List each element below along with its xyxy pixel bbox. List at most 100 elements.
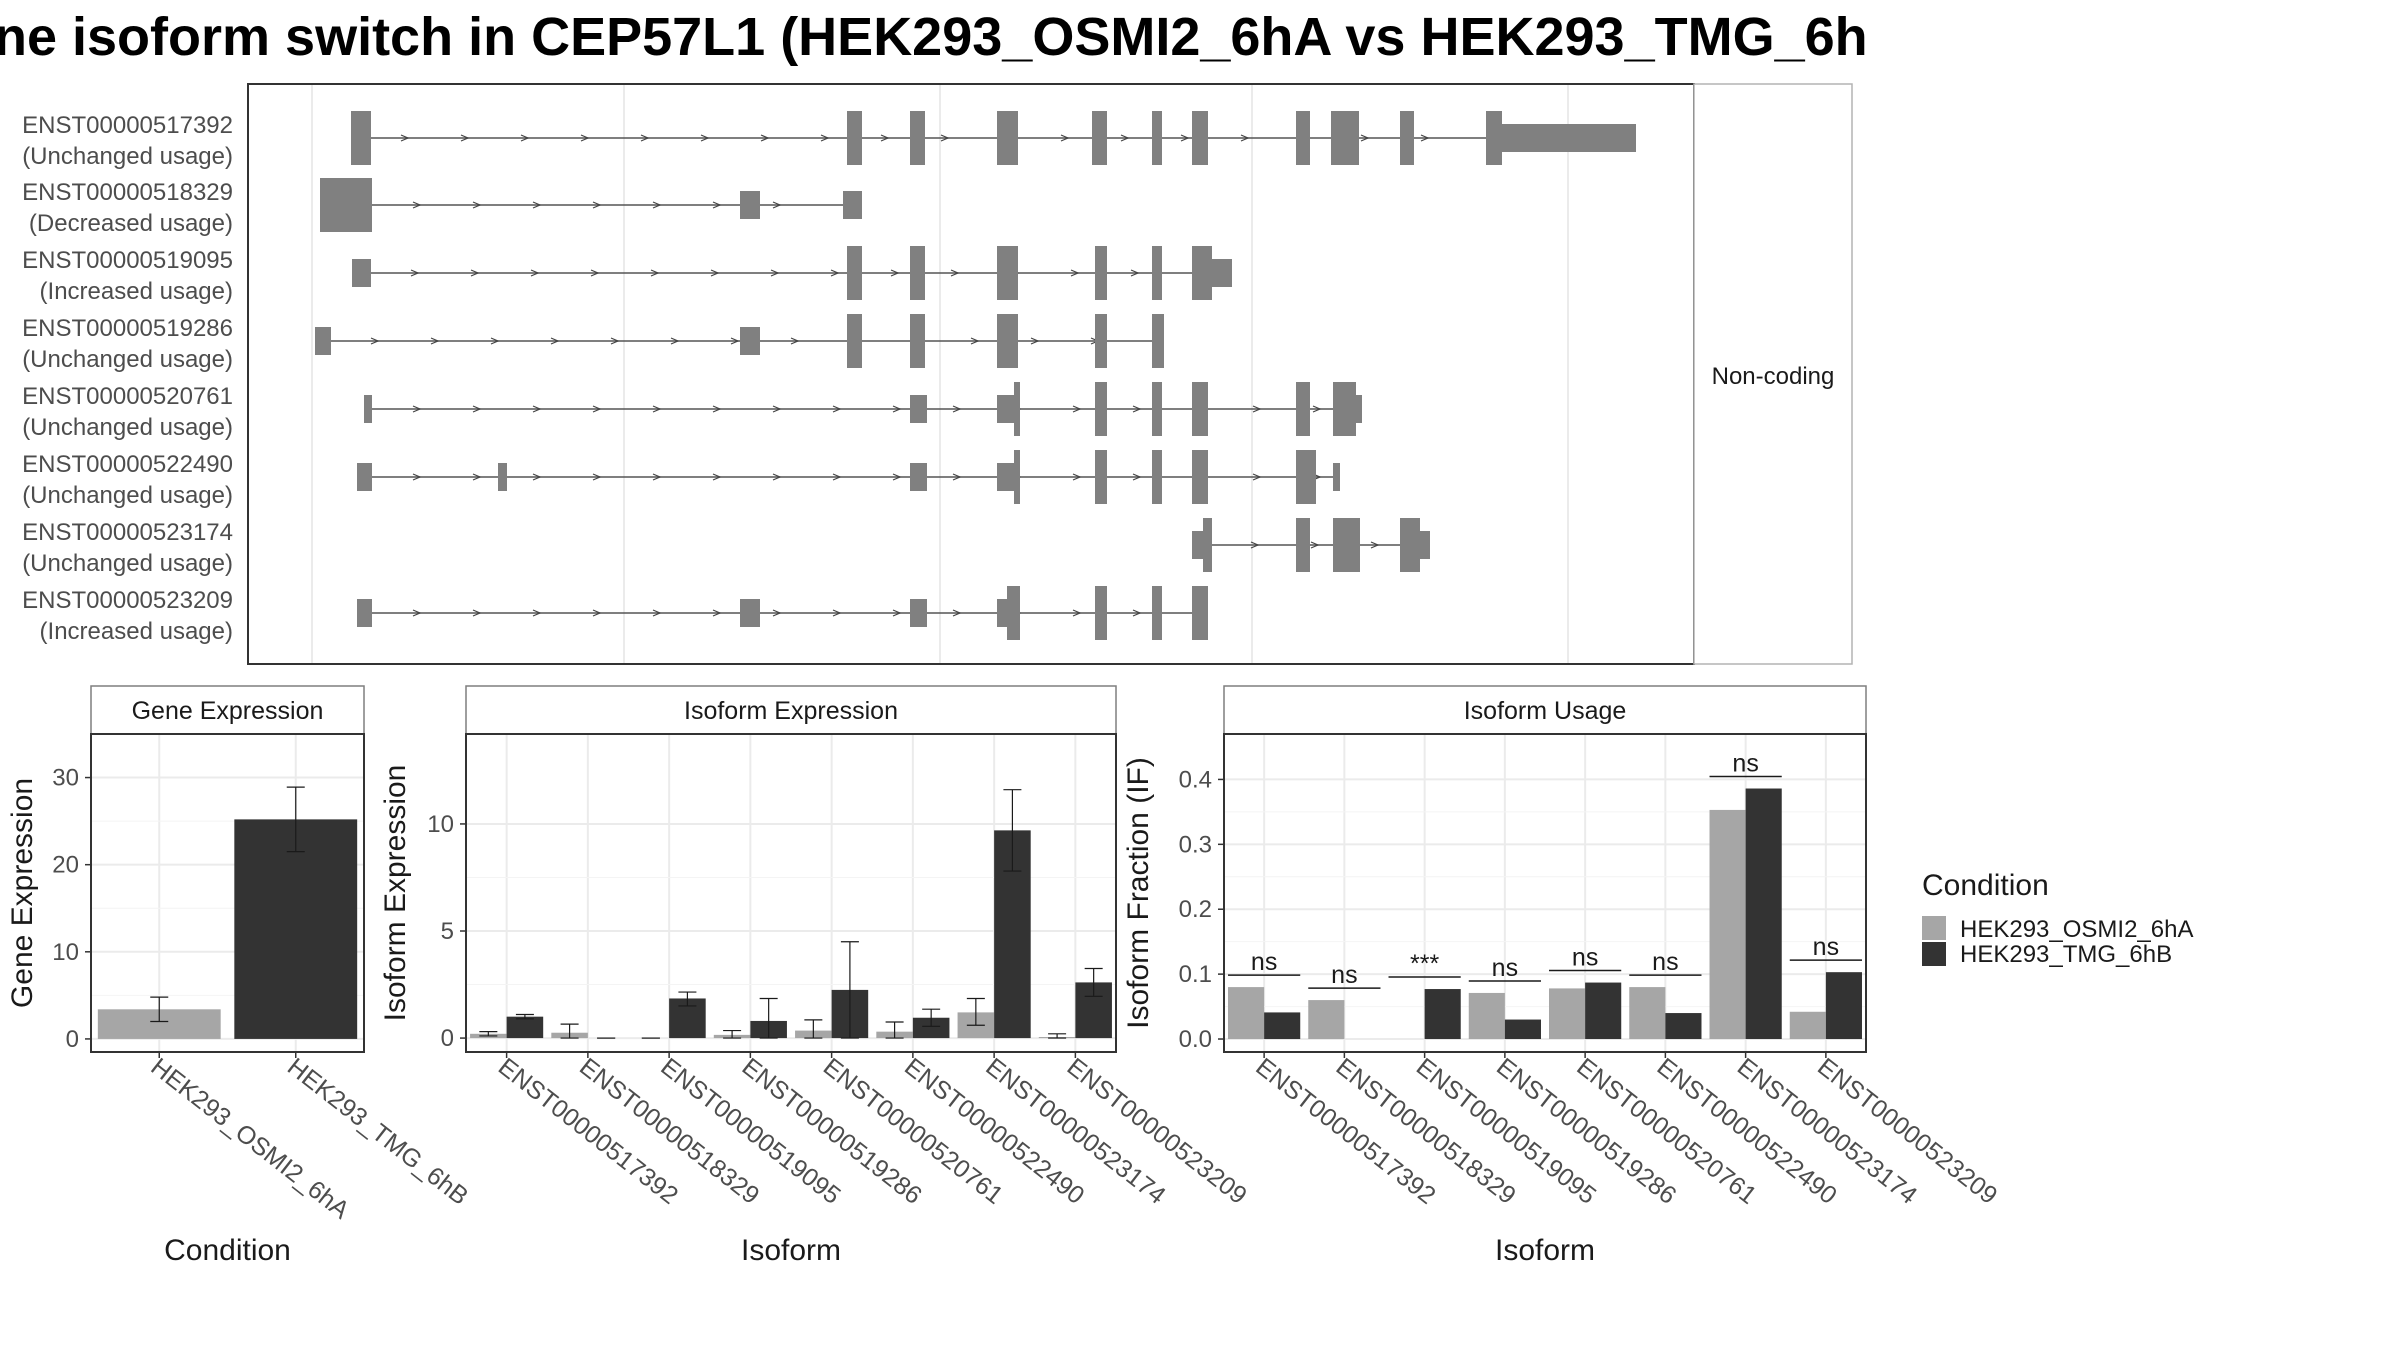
direction-arrow xyxy=(592,473,602,481)
direction-arrow xyxy=(370,337,380,345)
direction-arrow xyxy=(460,134,470,142)
exon-block xyxy=(740,191,760,219)
exon-block xyxy=(997,111,1018,165)
exon-block xyxy=(847,314,862,368)
transcript-track-ENST00000519286 xyxy=(315,314,1164,368)
legend-label-a: HEK293_OSMI2_6hA xyxy=(1960,916,2193,943)
panel-strip xyxy=(90,685,365,735)
exon-block xyxy=(1014,382,1020,436)
transcript-labels: ENST00000517392 (Unchanged usage) ENST0000… xyxy=(22,112,233,645)
bar-HEK293_TMG_6hB-ENST00000522490 xyxy=(1665,1013,1702,1040)
direction-arrow xyxy=(952,405,962,413)
y-axis-title: Isoform Expression xyxy=(379,765,412,1022)
transcript-status-label: (Increased usage) xyxy=(40,278,233,305)
direction-arrow xyxy=(892,473,902,481)
transcript-id-label: ENST00000518329 xyxy=(22,179,233,206)
y-tick-label: 0.3 xyxy=(1179,831,1212,858)
transcript-status-label: (Unchanged usage) xyxy=(22,346,233,373)
exon-block xyxy=(1400,111,1414,165)
bar-HEK293_TMG_6hB-ENST00000517392 xyxy=(506,1016,544,1039)
y-tick-label: 20 xyxy=(52,852,79,879)
direction-arrow xyxy=(592,201,602,209)
y-tick-label: 0 xyxy=(66,1026,79,1053)
exon-block xyxy=(1420,531,1430,559)
direction-arrow xyxy=(710,269,720,277)
direction-arrow xyxy=(532,473,542,481)
direction-arrow xyxy=(832,473,842,481)
direction-arrow xyxy=(1252,405,1262,413)
exon-block xyxy=(740,599,760,627)
exon-block xyxy=(1014,450,1020,504)
exon-block xyxy=(1192,586,1208,640)
exon-block xyxy=(1095,246,1107,300)
direction-arrow xyxy=(1060,134,1070,142)
direction-arrow xyxy=(532,609,542,617)
transcript-track-ENST00000523209 xyxy=(357,586,1208,640)
transcript-id-label: ENST00000520761 xyxy=(22,383,233,410)
direction-arrow xyxy=(892,609,902,617)
significance-label: ns xyxy=(1251,948,1277,976)
exon-block xyxy=(357,463,372,491)
direction-arrow xyxy=(1132,609,1142,617)
direction-arrow xyxy=(412,405,422,413)
direction-arrow xyxy=(772,201,782,209)
legend-key-b xyxy=(1922,942,1946,966)
exon-block xyxy=(1152,111,1162,165)
direction-arrow xyxy=(472,405,482,413)
y-tick-label: 30 xyxy=(52,765,79,792)
direction-arrow xyxy=(712,201,722,209)
exon-block xyxy=(997,314,1018,368)
direction-arrow xyxy=(430,337,440,345)
plot-border xyxy=(1223,733,1867,1053)
direction-arrow xyxy=(1180,134,1190,142)
direction-arrow xyxy=(472,201,482,209)
structure-gridlines xyxy=(311,85,1569,663)
direction-arrow xyxy=(592,609,602,617)
exon-block xyxy=(997,395,1015,423)
transcript-structure-panel: ENST00000517392 (Unchanged usage) ENST0000… xyxy=(22,83,1853,665)
direction-arrow xyxy=(490,337,500,345)
direction-arrow xyxy=(1132,473,1142,481)
bar-HEK293_TMG_6hB-ENST00000523209 xyxy=(1825,972,1862,1040)
legend-title: Condition xyxy=(1922,869,2049,902)
exon-block xyxy=(1152,382,1162,436)
direction-arrow xyxy=(472,609,482,617)
transcript-track-ENST00000517392 xyxy=(351,111,1636,165)
direction-arrow xyxy=(712,405,722,413)
bar-HEK293_OSMI2_6hA-ENST00000523209 xyxy=(1789,1011,1826,1040)
direction-arrow xyxy=(952,609,962,617)
y-tick-label: 0.2 xyxy=(1179,896,1212,923)
exon-block xyxy=(847,111,862,165)
direction-arrow xyxy=(650,269,660,277)
direction-arrow xyxy=(952,473,962,481)
exon-block xyxy=(364,395,372,423)
significance-label: *** xyxy=(1410,950,1439,978)
direction-arrow xyxy=(652,405,662,413)
x-axis-title: Condition xyxy=(164,1234,291,1267)
y-tick-label: 10 xyxy=(52,939,79,966)
transcript-status-label: (Unchanged usage) xyxy=(22,143,233,170)
exon-block xyxy=(1203,518,1212,572)
exon-block xyxy=(1092,111,1107,165)
direction-arrow xyxy=(880,134,890,142)
y-tick-label: 0.4 xyxy=(1179,766,1212,793)
exon-block xyxy=(1296,111,1310,165)
exon-block xyxy=(1095,450,1107,504)
direction-arrow xyxy=(790,337,800,345)
exon-block xyxy=(1007,586,1020,640)
exon-block xyxy=(1152,586,1162,640)
direction-arrow xyxy=(772,609,782,617)
bar-HEK293_OSMI2_6hA-ENST00000523174 xyxy=(1709,809,1746,1040)
transcript-track-ENST00000522490 xyxy=(357,450,1340,504)
direction-arrow xyxy=(652,473,662,481)
exon-block xyxy=(1333,382,1356,436)
direction-arrow xyxy=(1130,269,1140,277)
direction-arrow xyxy=(590,269,600,277)
direction-arrow xyxy=(1120,134,1130,142)
exon-block xyxy=(315,327,331,355)
exon-block xyxy=(498,463,507,491)
exon-block xyxy=(1212,259,1232,287)
bar-HEK293_TMG_6hB-ENST00000523174 xyxy=(1745,788,1782,1040)
transcript-id-label: ENST00000517392 xyxy=(22,112,233,139)
transcript-status-label: (Unchanged usage) xyxy=(22,414,233,441)
